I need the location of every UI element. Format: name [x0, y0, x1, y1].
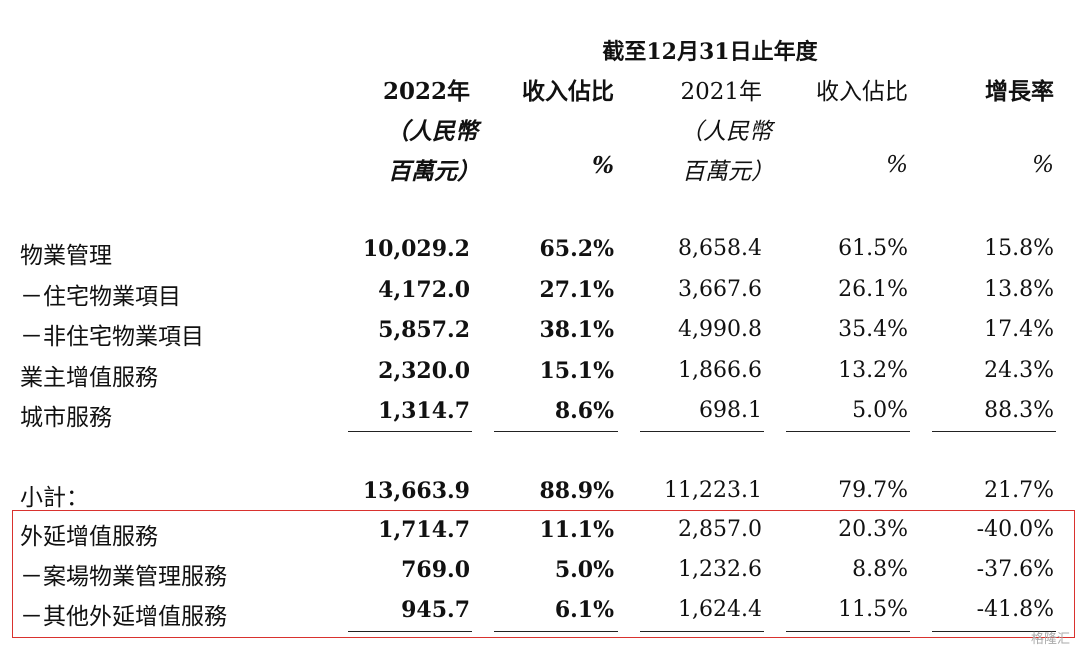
- value-2021-cell: 8,658.4: [678, 236, 762, 261]
- value-2022-cell: 10,029.2: [362, 236, 470, 262]
- row-label: 小計：: [20, 485, 89, 511]
- rule-growth-subtotal: [932, 431, 1056, 432]
- rule-2022-subtotal: [348, 431, 472, 432]
- share-2021-cell: 13.2%: [838, 358, 908, 383]
- rule-2021-subtotal: [640, 431, 764, 432]
- col-share2021-unit: %: [886, 152, 908, 178]
- value-2022-cell: 1,714.7: [378, 517, 470, 543]
- growth-rate-cell: -41.8%: [976, 597, 1054, 622]
- share-2022-cell: 11.1%: [539, 517, 615, 543]
- share-2022-cell: 27.1%: [539, 277, 615, 303]
- col-2022-unit-line2: 百萬元）: [388, 158, 480, 185]
- row-label: －非住宅物業項目: [20, 324, 204, 350]
- row-label: －其他外延增值服務: [20, 604, 227, 630]
- share-2021-cell: 5.0%: [852, 398, 908, 423]
- row-label: 物業管理: [20, 243, 112, 269]
- period-heading: 截至12月31日止年度: [602, 39, 818, 65]
- share-2022-cell: 6.1%: [554, 597, 614, 623]
- share-2021-cell: 20.3%: [838, 517, 908, 542]
- col-2022-title: 2022年: [382, 78, 470, 105]
- row-label: －住宅物業項目: [20, 284, 181, 310]
- share-2021-cell: 26.1%: [838, 277, 908, 302]
- value-2021-cell: 4,990.8: [678, 317, 762, 342]
- col-2021-unit-line1: （人民幣: [680, 119, 772, 145]
- value-2021-cell: 1,866.6: [678, 358, 762, 383]
- rule-share2022-bottom: [494, 631, 618, 632]
- value-2022-cell: 2,320.0: [378, 358, 470, 384]
- growth-rate-cell: 17.4%: [984, 317, 1054, 342]
- rule-growth-bottom: [932, 631, 1056, 632]
- share-2021-cell: 35.4%: [838, 317, 908, 342]
- value-2022-cell: 4,172.0: [378, 277, 470, 303]
- growth-rate-cell: 88.3%: [984, 398, 1054, 423]
- col-share2022-title: 收入佔比: [522, 78, 614, 105]
- share-2022-cell: 8.6%: [554, 398, 614, 424]
- share-2021-cell: 79.7%: [838, 478, 908, 503]
- share-2021-cell: 11.5%: [838, 597, 908, 622]
- growth-rate-cell: 24.3%: [984, 358, 1054, 383]
- col-2021-title: 2021年: [680, 79, 762, 105]
- value-2022-cell: 5,857.2: [378, 317, 470, 343]
- col-share2021-title: 收入佔比: [816, 79, 908, 105]
- row-label: 城市服務: [20, 405, 112, 431]
- share-2021-cell: 8.8%: [852, 557, 908, 582]
- value-2021-cell: 3,667.6: [678, 277, 762, 302]
- rule-share2021-subtotal: [786, 431, 910, 432]
- rule-2022-bottom: [348, 631, 472, 632]
- highlight-box: [12, 510, 1075, 638]
- col-2021-unit-line2: 百萬元）: [682, 159, 774, 185]
- growth-rate-cell: -37.6%: [976, 557, 1054, 582]
- value-2022-cell: 769.0: [401, 557, 470, 583]
- col-growth-unit: %: [1032, 152, 1054, 178]
- share-2022-cell: 88.9%: [539, 478, 615, 504]
- value-2021-cell: 1,624.4: [678, 597, 762, 622]
- rule-share2022-subtotal: [494, 431, 618, 432]
- share-2022-cell: 65.2%: [539, 236, 615, 262]
- value-2021-cell: 1,232.6: [678, 557, 762, 582]
- growth-rate-cell: 15.8%: [984, 236, 1054, 261]
- value-2021-cell: 11,223.1: [664, 478, 762, 503]
- growth-rate-cell: 13.8%: [984, 277, 1054, 302]
- watermark: 格隆汇: [1030, 632, 1070, 647]
- share-2022-cell: 5.0%: [554, 557, 614, 583]
- value-2021-cell: 2,857.0: [678, 517, 762, 542]
- share-2022-cell: 15.1%: [539, 358, 615, 384]
- col-share2022-unit: %: [592, 152, 614, 179]
- col-2022-unit-line1: （人民幣: [386, 118, 478, 145]
- value-2021-cell: 698.1: [699, 398, 762, 423]
- row-label: 業主增值服務: [20, 365, 158, 391]
- rule-share2021-bottom: [786, 631, 910, 632]
- value-2022-cell: 945.7: [401, 597, 470, 623]
- growth-rate-cell: 21.7%: [984, 478, 1054, 503]
- row-label: －案場物業管理服務: [20, 564, 227, 590]
- col-growth-title: 增長率: [985, 78, 1054, 105]
- growth-rate-cell: -40.0%: [976, 517, 1054, 542]
- row-label: 外延增值服務: [20, 524, 158, 550]
- share-2021-cell: 61.5%: [838, 236, 908, 261]
- value-2022-cell: 13,663.9: [362, 478, 470, 504]
- share-2022-cell: 38.1%: [539, 317, 615, 343]
- rule-2021-bottom: [640, 631, 764, 632]
- value-2022-cell: 1,314.7: [378, 398, 470, 424]
